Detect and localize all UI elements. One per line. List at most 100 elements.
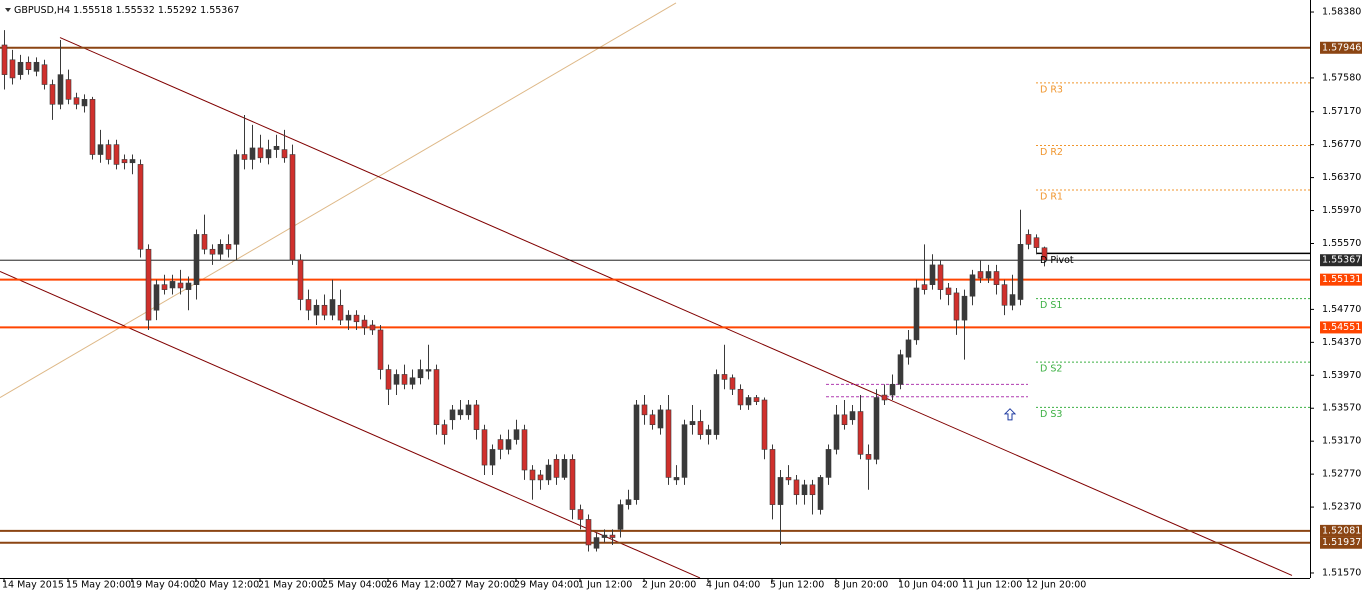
candle-body bbox=[313, 304, 320, 316]
candle-body bbox=[817, 477, 824, 510]
x-tick-label: 8 Jun 20:00 bbox=[834, 580, 888, 591]
trendline bbox=[59, 37, 1293, 576]
candle-body bbox=[17, 61, 24, 75]
y-tick-label: 1.56770 bbox=[1322, 139, 1361, 150]
candle-body bbox=[561, 459, 568, 478]
candle-body bbox=[409, 377, 416, 385]
candle-body bbox=[177, 282, 184, 289]
candle-body bbox=[521, 429, 528, 471]
candle-body bbox=[129, 159, 136, 164]
candle-body bbox=[617, 504, 624, 530]
candle-body bbox=[833, 414, 840, 450]
candle-body bbox=[1025, 234, 1032, 245]
candle-body bbox=[113, 144, 120, 165]
candle-body bbox=[193, 234, 200, 285]
candle-body bbox=[169, 281, 176, 289]
candle-body bbox=[361, 319, 368, 328]
candle-body bbox=[1001, 284, 1008, 306]
level-label-box bbox=[1320, 41, 1362, 54]
header-icon bbox=[5, 8, 11, 12]
candle-body bbox=[777, 477, 784, 505]
candle-body bbox=[489, 449, 496, 466]
pivot-label: D S2 bbox=[1040, 364, 1062, 375]
x-tick-label: 14 May 2015 bbox=[2, 580, 64, 591]
y-tick-label: 1.57170 bbox=[1322, 106, 1361, 117]
candle-body bbox=[713, 374, 720, 435]
level-label-box bbox=[1320, 536, 1362, 549]
candle-body bbox=[145, 248, 152, 321]
y-tick-label: 1.57580 bbox=[1322, 72, 1361, 83]
candle-body bbox=[721, 374, 728, 380]
candle-body bbox=[801, 484, 808, 496]
y-tick-label: 1.54370 bbox=[1322, 337, 1361, 348]
x-tick-label: 15 May 20:00 bbox=[66, 580, 131, 591]
candle-body bbox=[449, 409, 456, 421]
candle-body bbox=[929, 264, 936, 285]
level-label: 1.57946 bbox=[1322, 42, 1361, 53]
candle-body bbox=[393, 374, 400, 385]
candle-body bbox=[945, 287, 952, 295]
x-tick-label: 19 May 04:00 bbox=[130, 580, 195, 591]
trendline bbox=[0, 271, 701, 578]
bid-label: 1.55367 bbox=[1322, 255, 1361, 266]
high: 1.55532 bbox=[115, 5, 154, 16]
y-tick-label: 1.55570 bbox=[1322, 238, 1361, 249]
candle-body bbox=[225, 244, 232, 250]
candle-body bbox=[73, 97, 80, 105]
candle-body bbox=[185, 282, 192, 290]
candle-body bbox=[337, 304, 344, 321]
candle-body bbox=[121, 159, 128, 164]
candle-body bbox=[857, 411, 864, 455]
candle-body bbox=[297, 259, 304, 300]
level-label: 1.55131 bbox=[1322, 274, 1361, 285]
candle-body bbox=[697, 421, 704, 435]
candle-body bbox=[809, 484, 816, 496]
candle-body bbox=[545, 464, 552, 481]
x-tick-label: 11 Jun 12:00 bbox=[962, 580, 1022, 591]
candle-body bbox=[89, 99, 96, 155]
candle-body bbox=[849, 411, 856, 421]
candle-body bbox=[745, 397, 752, 406]
candle-body bbox=[9, 59, 16, 79]
candle-body bbox=[753, 397, 760, 402]
x-tick-label: 4 Jun 04:00 bbox=[706, 580, 760, 591]
x-tick-label: 29 May 04:00 bbox=[514, 580, 579, 591]
candle-body bbox=[585, 519, 592, 546]
candle-body bbox=[281, 149, 288, 159]
candle-body bbox=[665, 409, 672, 478]
candle-body bbox=[969, 274, 976, 297]
level-label: 1.52081 bbox=[1322, 525, 1361, 536]
candle-body bbox=[401, 374, 408, 385]
candle-body bbox=[977, 271, 984, 279]
candle-body bbox=[209, 248, 216, 255]
candle-body bbox=[913, 287, 920, 341]
candle-body bbox=[457, 409, 464, 416]
candle-body bbox=[417, 369, 424, 379]
candle-body bbox=[881, 394, 888, 401]
y-tick-label: 1.51570 bbox=[1322, 567, 1361, 578]
candle-body bbox=[97, 144, 104, 155]
candle-body bbox=[993, 271, 1000, 285]
open: 1.55518 bbox=[73, 5, 112, 16]
y-tick-label: 1.53970 bbox=[1322, 370, 1361, 381]
candle-body bbox=[609, 534, 616, 538]
level-label-box bbox=[1320, 524, 1362, 537]
candle-body bbox=[329, 299, 336, 316]
candle-body bbox=[729, 377, 736, 390]
plot-area bbox=[0, 2, 1310, 578]
candle-body bbox=[153, 284, 160, 311]
candle-body bbox=[321, 304, 328, 316]
candle-body bbox=[305, 299, 312, 311]
candle-body bbox=[569, 459, 576, 510]
candle-body bbox=[345, 314, 352, 321]
y-tick-label: 1.54770 bbox=[1322, 304, 1361, 315]
candle-body bbox=[513, 429, 520, 440]
pivot-label: D R3 bbox=[1040, 84, 1063, 95]
candle-body bbox=[873, 397, 880, 460]
candle-body bbox=[1009, 294, 1016, 306]
candle-body bbox=[505, 439, 512, 450]
candle-body bbox=[841, 414, 848, 426]
candle-body bbox=[265, 149, 272, 159]
candle-body bbox=[785, 477, 792, 481]
